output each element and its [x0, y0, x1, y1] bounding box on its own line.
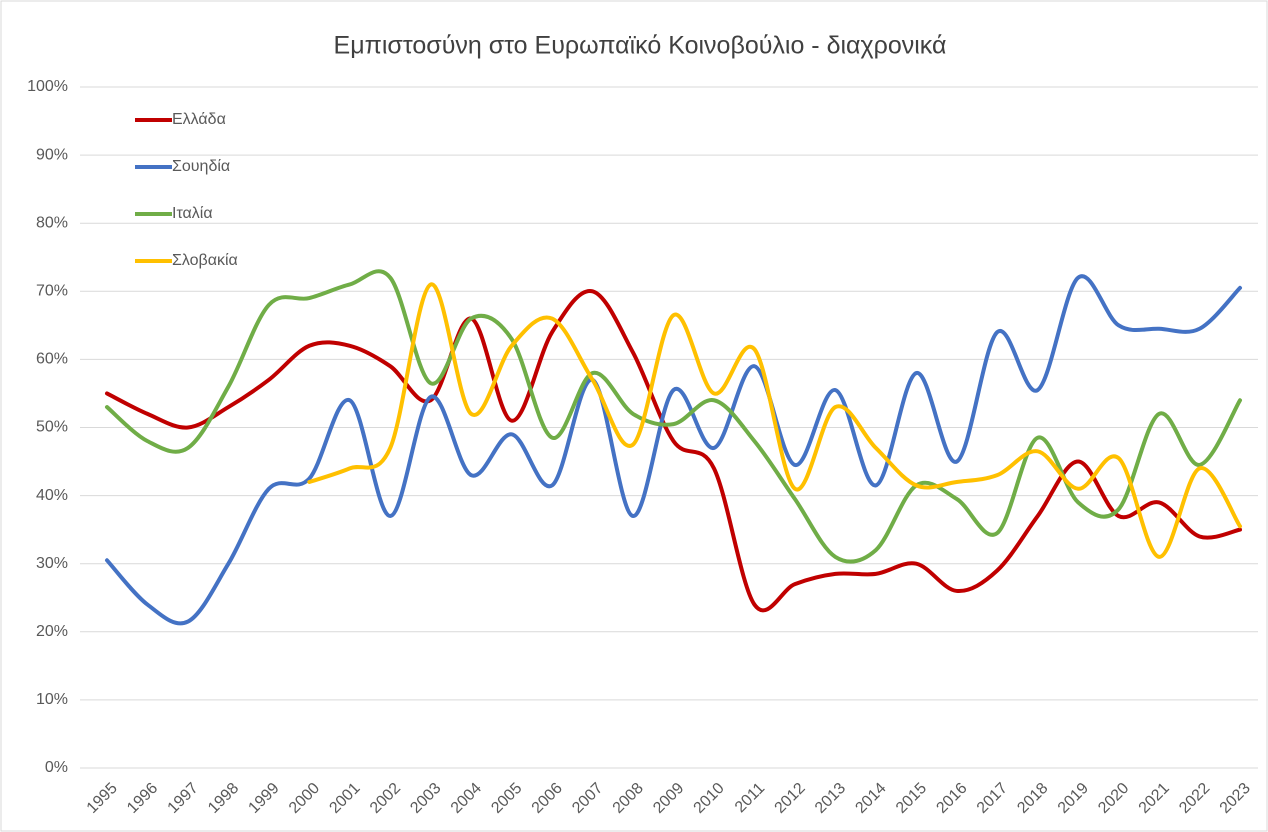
y-tick-label: 20% [36, 623, 68, 640]
y-tick-label: 80% [36, 214, 68, 231]
y-tick-label: 0% [45, 759, 68, 776]
y-tick-label: 90% [36, 146, 68, 163]
y-tick-label: 10% [36, 691, 68, 708]
y-tick-label: 100% [27, 78, 68, 95]
legend-label: Σλοβακία [172, 252, 238, 269]
chart-title: Εμπιστοσύνη στο Ευρωπαϊκό Κοινοβούλιο - … [334, 32, 947, 60]
legend-label: Ιταλία [172, 205, 213, 222]
legend-label: Σουηδία [172, 158, 230, 175]
legend-label: Ελλάδα [172, 111, 226, 128]
y-tick-label: 60% [36, 351, 68, 368]
series-line [307, 282, 1242, 559]
y-tick-label: 40% [36, 487, 68, 504]
series-line [105, 289, 1242, 613]
y-tick-label: 50% [36, 419, 68, 436]
y-tick-label: 70% [36, 283, 68, 300]
series-line [105, 274, 1242, 626]
y-tick-label: 30% [36, 555, 68, 572]
